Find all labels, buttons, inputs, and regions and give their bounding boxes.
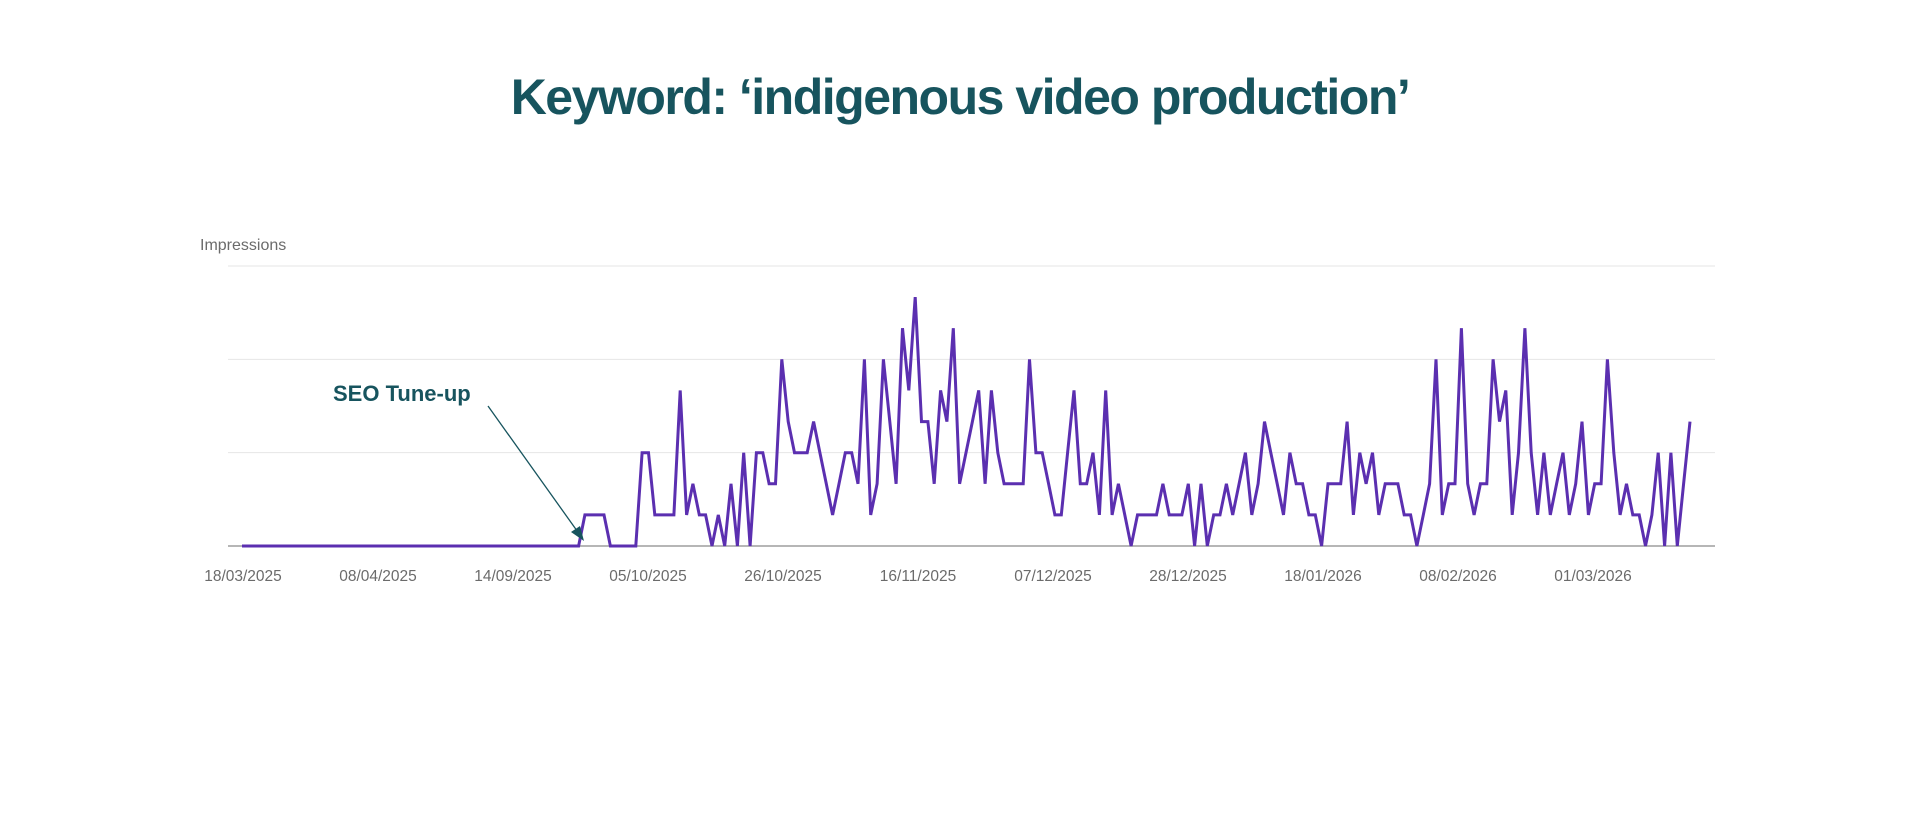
- annotation: SEO Tune-up: [333, 381, 584, 541]
- chart-title: Keyword: ‘indigenous video production’: [510, 69, 1411, 125]
- y-axis-label: Impressions: [200, 237, 286, 254]
- x-tick-label: 18/01/2026: [1284, 568, 1362, 585]
- x-tick-label: 08/02/2026: [1419, 568, 1497, 585]
- x-tick-label: 26/10/2025: [744, 568, 822, 585]
- x-tick-label: 14/09/2025: [474, 568, 552, 585]
- x-tick-label: 28/12/2025: [1149, 568, 1227, 585]
- x-tick-label: 01/03/2026: [1554, 568, 1632, 585]
- annotation-label: SEO Tune-up: [333, 381, 471, 406]
- x-tick-label: 08/04/2025: [339, 568, 417, 585]
- x-tick-label: 05/10/2025: [609, 568, 687, 585]
- x-tick-label: 07/12/2025: [1014, 568, 1092, 585]
- x-tick-label: 18/03/2025: [204, 568, 282, 585]
- impressions-line: [242, 296, 1692, 548]
- x-axis-tick-labels: 18/03/2025 08/04/2025 14/09/2025 05/10/2025…: [204, 568, 1632, 585]
- annotation-arrow-line: [487, 405, 581, 536]
- arrow-head-icon: [571, 526, 584, 541]
- x-tick-label: 16/11/2025: [880, 568, 956, 585]
